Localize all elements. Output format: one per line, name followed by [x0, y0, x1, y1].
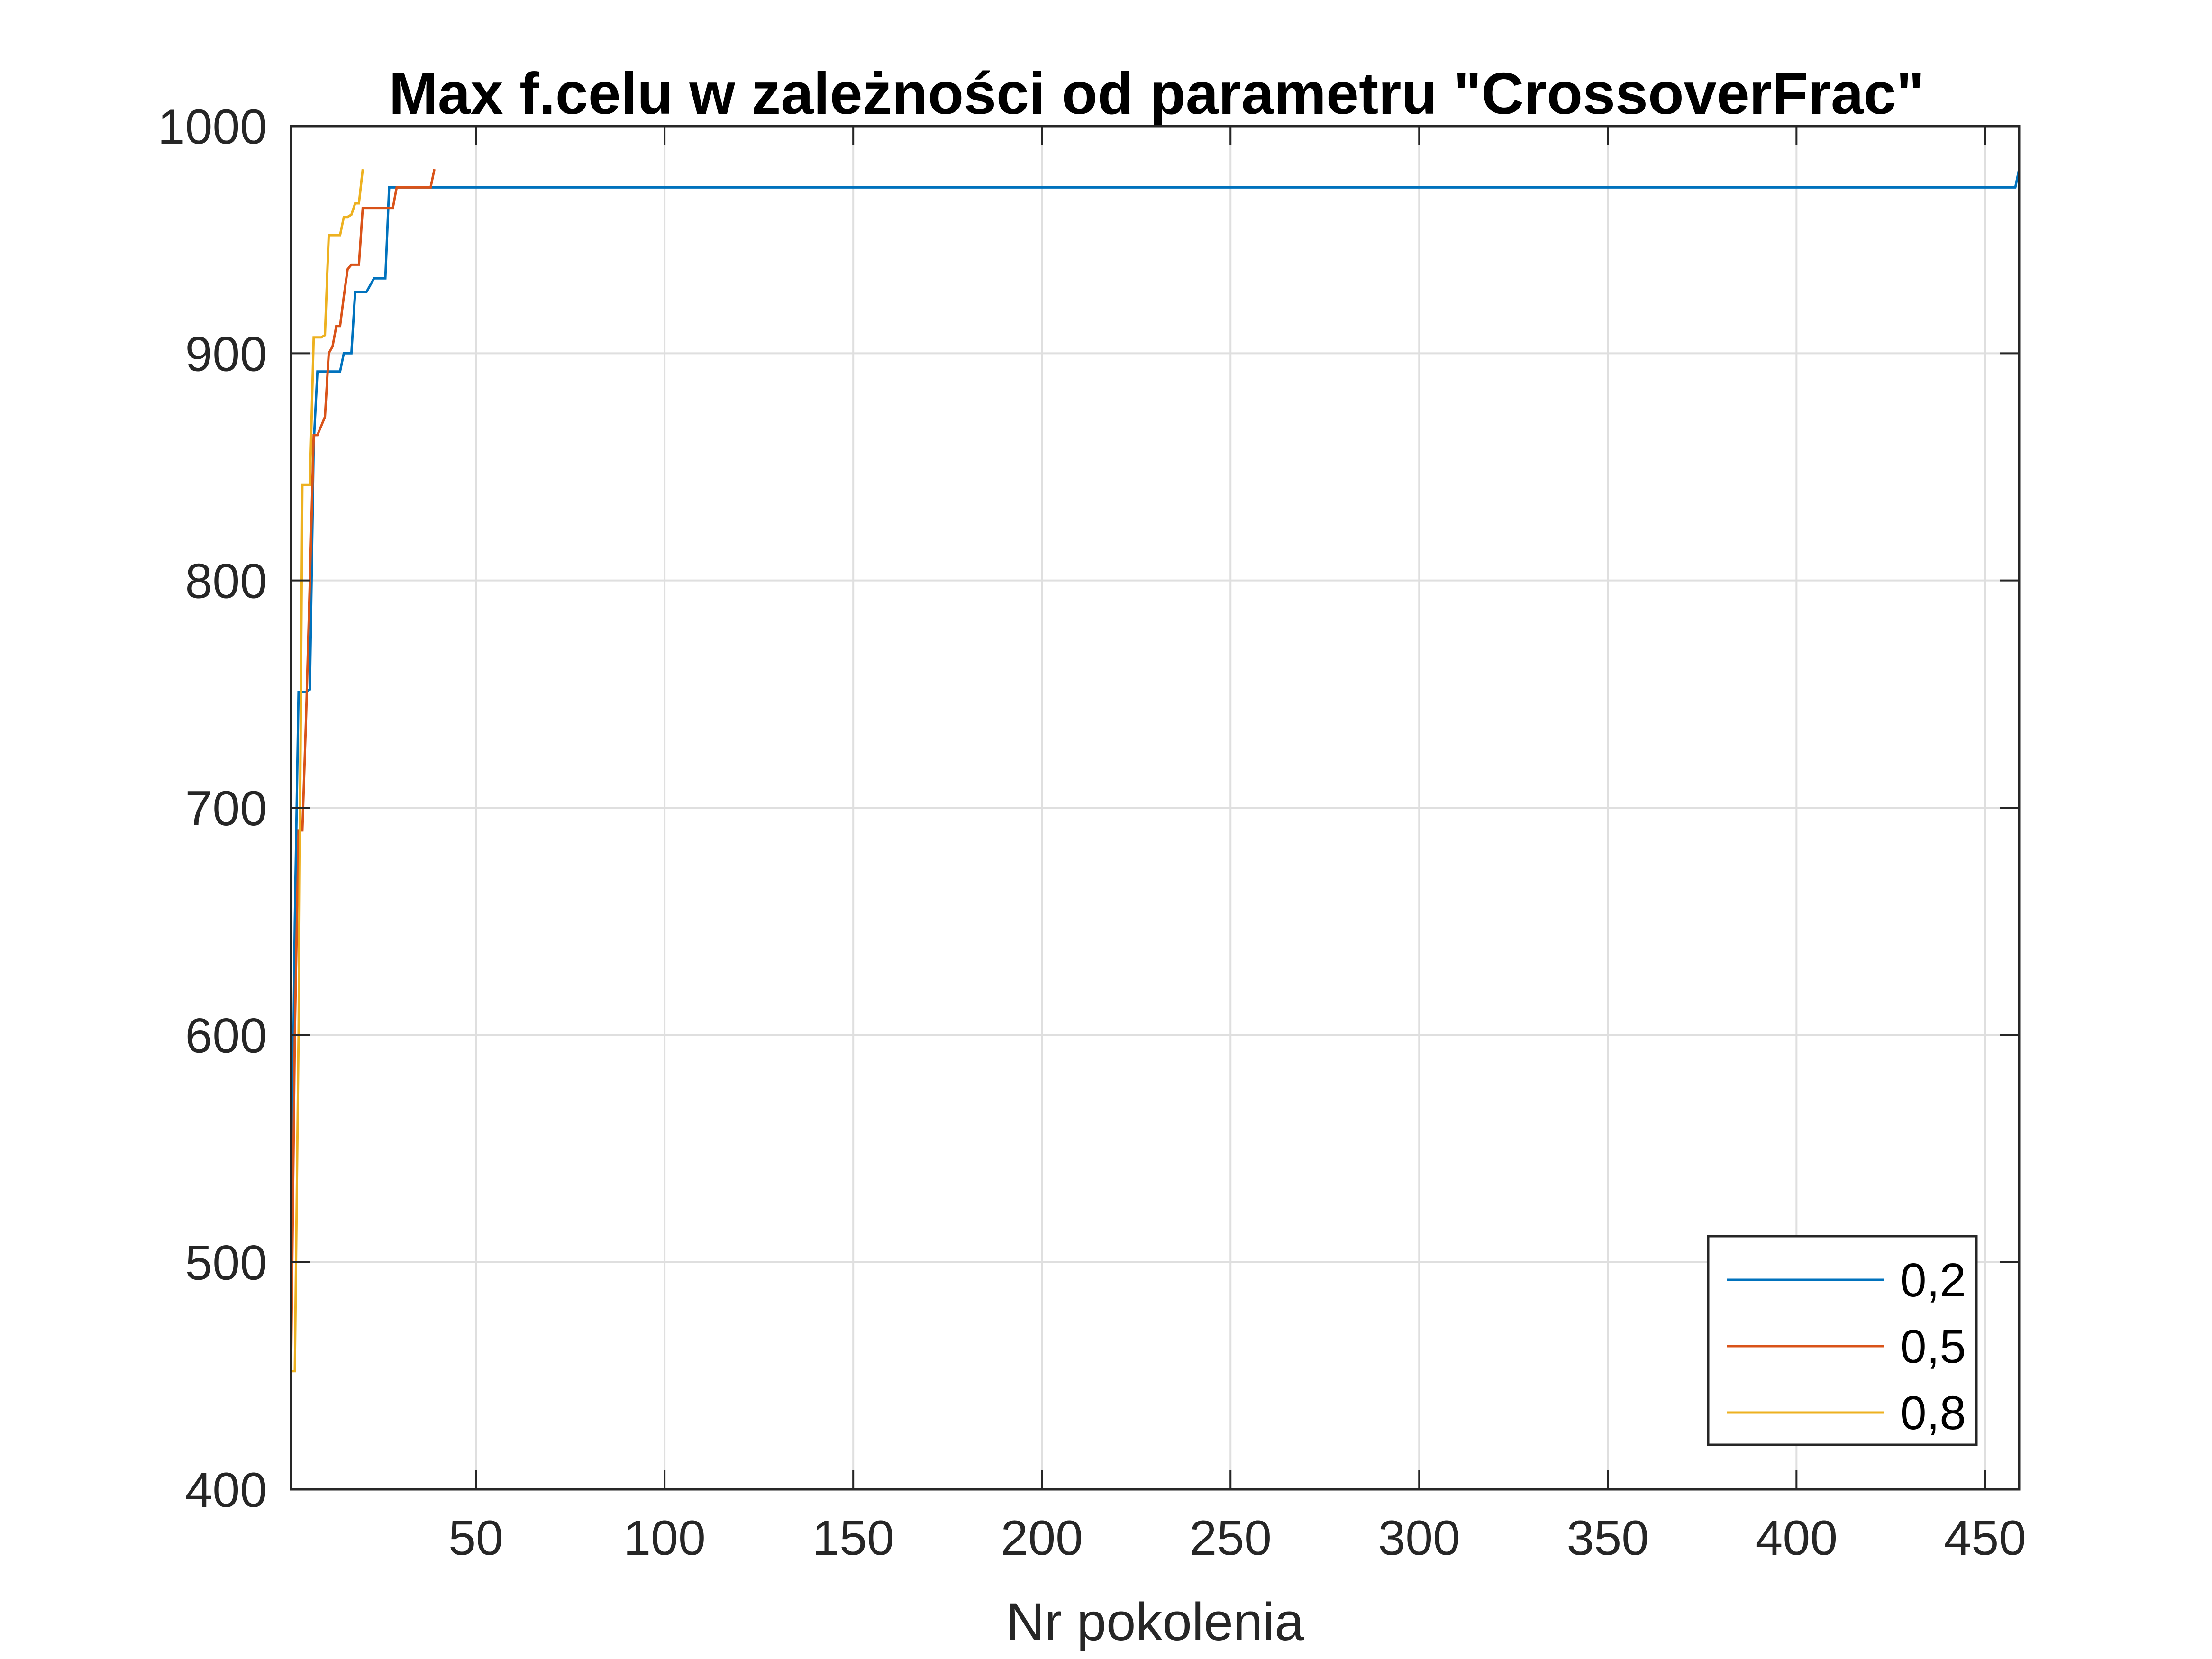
- x-tick-label: 150: [812, 1511, 894, 1566]
- x-tick-label: 450: [1944, 1511, 2027, 1566]
- x-tick-label: 200: [1001, 1511, 1083, 1566]
- legend-label-2: 0,8: [1900, 1386, 1966, 1440]
- y-tick-label: 1000: [158, 100, 267, 155]
- legend-label-0: 0,2: [1900, 1254, 1966, 1307]
- y-tick-label: 700: [185, 781, 267, 836]
- x-tick-label: 350: [1567, 1511, 1649, 1566]
- x-tick-label: 400: [1756, 1511, 1838, 1566]
- x-axis-label: Nr pokolenia: [1006, 1592, 1305, 1651]
- legend-box: [1707, 1235, 1978, 1446]
- y-tick-label: 600: [185, 1008, 267, 1063]
- x-tick-label: 100: [623, 1511, 706, 1566]
- y-tick-label: 500: [185, 1236, 267, 1291]
- y-tick-label: 900: [185, 327, 267, 382]
- x-tick-label: 250: [1189, 1511, 1272, 1566]
- series-line-1: [290, 169, 436, 1371]
- series-line-0: [290, 169, 2021, 1258]
- chart-title: Max f.celu w zależności od parametru "Cr…: [389, 61, 1924, 127]
- y-tick-label: 800: [185, 554, 267, 609]
- x-tick-label: 50: [448, 1511, 503, 1566]
- series-line-2: [291, 169, 364, 1373]
- legend-label-1: 0,5: [1900, 1320, 1966, 1373]
- ticks: 50 100 150 200 250 300 350 400 450 400 500 600 700 80…: [158, 100, 2026, 1566]
- y-tick-label: 400: [185, 1463, 267, 1518]
- series-layer: [290, 169, 2021, 1373]
- legend: 0,2 0,5 0,8: [1707, 1235, 1978, 1446]
- x-tick-label: 300: [1378, 1511, 1460, 1566]
